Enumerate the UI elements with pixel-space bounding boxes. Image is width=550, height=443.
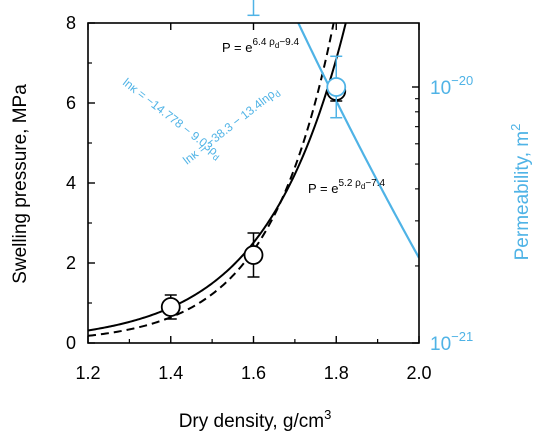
x-tick-label-2: 1.6 (241, 363, 266, 383)
permeability-fit-solid (297, 23, 419, 259)
right-axis-title-sup: 2 (508, 124, 523, 131)
eq-permeability-dashed-main: lnκ = −14.778 − 9.03ρ (120, 75, 221, 158)
fit-lines (88, 23, 419, 337)
x-axis-title-main: Dry density, g/cm (179, 411, 324, 432)
eq-pressure-solid-sub: d (361, 182, 365, 191)
eq-pressure-solid-base: P = e (308, 181, 338, 196)
x-axis-title: Dry density, g/cm3 (179, 407, 332, 432)
eq-permeability-solid-sub: d (273, 89, 283, 100)
eq-pressure-dashed: P = e6.4 ρd−9.4 (222, 37, 299, 55)
swelling-pressure-data-1-marker (243, 245, 264, 265)
y-left-tick-label-2: 4 (66, 173, 76, 193)
y-left-tick-label-1: 2 (66, 253, 76, 273)
y-left-tick-label-0: 0 (66, 333, 76, 353)
eq-pressure-dashed-base: P = e (222, 40, 252, 55)
x-tick-label-0: 1.2 (75, 363, 100, 383)
permeability-data-2-marker (326, 77, 347, 97)
y-left-tick-label-4: 8 (66, 13, 76, 33)
x-tick-label-1: 1.4 (158, 363, 183, 383)
data-points (160, 0, 347, 320)
eq-pressure-solid: P = e5.2 ρd−7.4 (308, 178, 385, 196)
x-tick-label-4: 2.0 (406, 363, 431, 383)
eq-pressure-solid-tail: −7.4 (365, 178, 385, 189)
x-axis-title-sup: 3 (324, 407, 331, 422)
eq-permeability-dashed: lnκ = −14.778 − 9.03ρd (119, 75, 225, 162)
y-right-tick-label-1: 10−20 (430, 73, 473, 99)
right-axis-title-main: Permeability, m (512, 131, 533, 261)
left-axis-title: Swelling pressure, MPa (10, 84, 31, 284)
eq-pressure-dashed-sup: 6.4 ρ (252, 37, 275, 48)
x-tick-label-3: 1.8 (324, 363, 349, 383)
eq-pressure-dashed-sub: d (275, 41, 279, 50)
right-axis-title: Permeability, m2 (508, 124, 533, 261)
y-left-tick-label-3: 6 (66, 93, 76, 113)
swelling-pressure-data-0-marker (160, 297, 181, 317)
eq-permeability-dashed-sub: d (211, 152, 221, 163)
eq-pressure-dashed-tail: −9.4 (279, 37, 299, 48)
pressure-fit-dashed (88, 23, 335, 337)
eq-pressure-solid-sup: 5.2 ρ (338, 178, 361, 189)
y-right-tick-label-0: 10−21 (430, 329, 473, 355)
